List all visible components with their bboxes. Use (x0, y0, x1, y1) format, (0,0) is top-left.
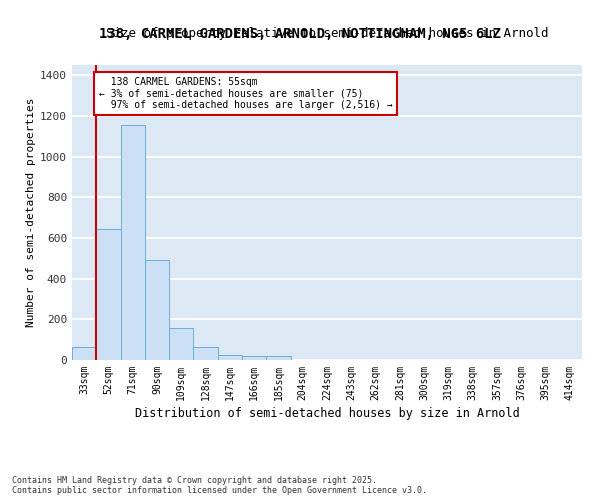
Bar (266, 356, 290, 360)
Text: 138, CARMEL GARDENS, ARNOLD, NOTTINGHAM, NG5 6LZ: 138, CARMEL GARDENS, ARNOLD, NOTTINGHAM,… (99, 28, 501, 42)
Bar (242, 356, 266, 360)
Bar (218, 355, 242, 360)
Bar (96, 229, 121, 360)
Bar (121, 125, 145, 360)
Text: Contains HM Land Registry data © Crown copyright and database right 2025.
Contai: Contains HM Land Registry data © Crown c… (12, 476, 427, 495)
Title: Size of property relative to semi-detached houses in Arnold: Size of property relative to semi-detach… (106, 27, 548, 40)
Text: 138 CARMEL GARDENS: 55sqm
← 3% of semi-detached houses are smaller (75)
  97% of: 138 CARMEL GARDENS: 55sqm ← 3% of semi-d… (99, 77, 392, 110)
Bar (145, 260, 169, 360)
Bar (193, 347, 218, 360)
Bar (169, 328, 193, 360)
X-axis label: Distribution of semi-detached houses by size in Arnold: Distribution of semi-detached houses by … (134, 407, 520, 420)
Y-axis label: Number of semi-detached properties: Number of semi-detached properties (26, 98, 36, 327)
Bar (72, 347, 96, 360)
